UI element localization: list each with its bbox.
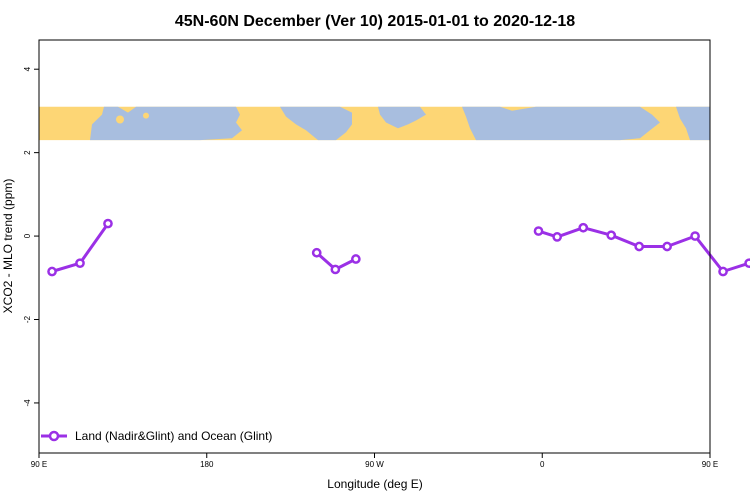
legend-entry-label: Land (Nadir&Glint) and Ocean (Glint) — [75, 429, 272, 443]
map-island — [143, 112, 149, 119]
legend: Land (Nadir&Glint) and Ocean (Glint) — [41, 429, 272, 443]
y-tick-label: 4 — [23, 66, 32, 71]
data-point — [75, 258, 85, 269]
data-point — [606, 230, 617, 241]
chart-title: 45N-60N December (Ver 10) 2015-01-01 to … — [175, 13, 575, 30]
data-point — [552, 232, 563, 242]
series-layer — [47, 218, 750, 277]
data-point — [351, 254, 361, 264]
x-tick-label: 90 E — [31, 460, 47, 469]
data-point — [662, 241, 672, 252]
map-island — [353, 122, 359, 129]
data-point — [533, 226, 544, 236]
map-ocean-region — [90, 106, 242, 141]
series-line — [538, 226, 750, 273]
legend-marker — [48, 430, 60, 442]
data-point — [330, 264, 341, 275]
data-point — [718, 266, 728, 277]
data-point — [634, 241, 645, 252]
y-axis-label: XCO2 - MLO trend (ppm) — [1, 179, 15, 314]
map-ocean-region — [462, 106, 660, 141]
data-point — [47, 266, 57, 277]
map-island — [116, 115, 124, 124]
y-tick-label: 0 — [23, 233, 32, 238]
y-tick-label: -2 — [23, 315, 32, 323]
map-ocean-region — [312, 118, 330, 135]
data-point — [578, 222, 589, 233]
y-tick-label: 2 — [23, 150, 32, 155]
x-tick-label: 0 — [540, 460, 545, 469]
map-island — [660, 120, 668, 129]
y-axis: 4 2 0 -2 -4 — [23, 66, 39, 407]
x-axis-label: Longitude (deg E) — [327, 477, 422, 491]
data-point — [744, 258, 750, 269]
y-tick-label: -4 — [23, 399, 32, 407]
x-tick-label: 90 W — [365, 460, 384, 469]
x-axis: 90 E 180 90 W 0 90 E — [31, 453, 718, 469]
map-band — [39, 106, 710, 141]
map-ocean-region — [378, 106, 426, 129]
x-tick-label: 90 E — [702, 460, 718, 469]
data-point — [690, 231, 700, 241]
map-ocean-region — [676, 106, 710, 141]
data-point — [103, 218, 113, 229]
x-tick-label: 180 — [200, 460, 214, 469]
plot-frame — [38, 39, 711, 454]
data-point — [311, 247, 322, 258]
map-island — [439, 112, 445, 119]
